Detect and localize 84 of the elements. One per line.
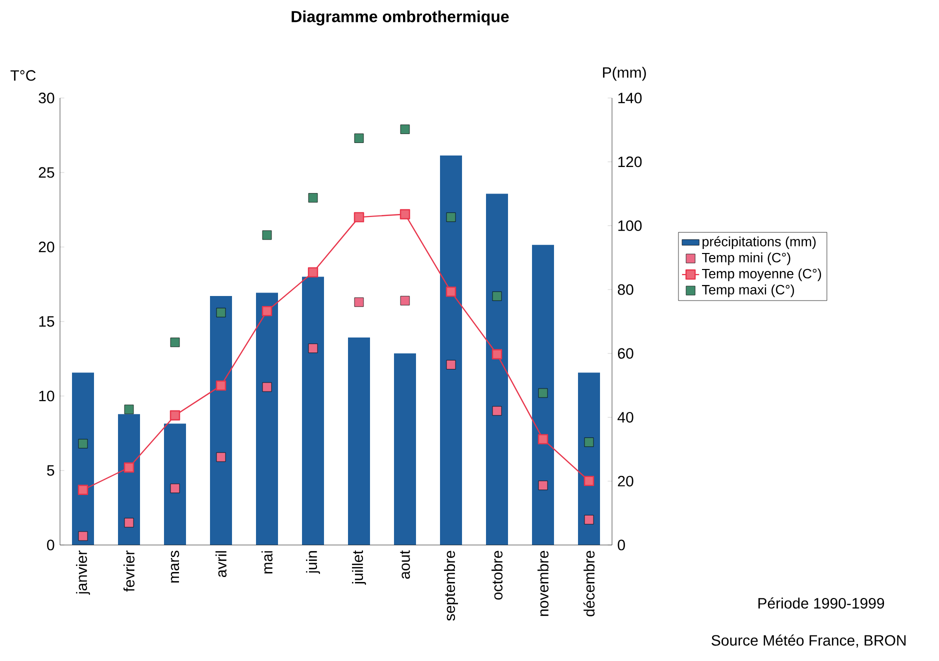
y-axis-title: T°C <box>10 70 36 81</box>
bar <box>302 276 324 545</box>
bar <box>394 353 416 545</box>
x-tick-label: avril <box>215 551 227 578</box>
x-tick-label: décembre <box>583 550 595 616</box>
point <box>584 437 594 447</box>
x-tick-label: juillet <box>352 550 366 585</box>
point <box>124 518 134 528</box>
y-tick-label: 25 <box>38 167 54 178</box>
point <box>262 306 272 316</box>
chart-title: Diagramme ombrothermique <box>292 10 509 26</box>
y2-tick-label: 60 <box>618 348 634 359</box>
x-tick-label: septembre <box>444 550 458 621</box>
y-tick-label: 15 <box>39 316 54 327</box>
point <box>170 338 180 348</box>
point <box>492 291 502 301</box>
legend-label: Temp maxi (C°) <box>702 284 794 298</box>
y-tick-label: 5 <box>47 465 54 476</box>
point <box>78 531 88 541</box>
bar <box>486 194 508 545</box>
point <box>262 230 272 240</box>
x-tick-label: mars <box>170 550 180 583</box>
y-tick-label: 20 <box>38 242 54 252</box>
x-tick-label: novembre <box>538 550 549 616</box>
y2-tick-label: 140 <box>618 92 642 104</box>
text: Période 1990-1999 <box>758 597 884 609</box>
y-tick-label: 10 <box>39 390 54 402</box>
point <box>400 209 410 220</box>
x-tick-label: janvier <box>76 550 90 595</box>
bar <box>532 244 554 545</box>
point <box>216 308 226 318</box>
legend-label: précipitations (mm) <box>702 236 816 250</box>
y2-tick-label: 40 <box>618 412 634 423</box>
x-tick-label: juin <box>306 551 320 574</box>
point <box>78 484 88 495</box>
y-tick-label: 30 <box>38 92 54 104</box>
point <box>216 380 226 391</box>
point <box>170 484 180 494</box>
bar <box>72 372 94 545</box>
point <box>446 286 456 297</box>
x-tick-label: mai <box>261 551 273 574</box>
point <box>354 134 364 143</box>
point <box>124 462 134 473</box>
y2-axis-title: P(mm) <box>603 66 646 81</box>
point <box>354 297 364 307</box>
x-tick-label: fevrier <box>123 550 135 592</box>
point <box>446 360 456 370</box>
bar <box>164 424 186 545</box>
point <box>308 344 318 354</box>
point <box>124 404 134 414</box>
legend-label: Temp moyenne (C°) <box>702 268 822 282</box>
point <box>538 480 548 490</box>
bar <box>256 292 278 545</box>
bar <box>118 414 140 545</box>
bar <box>210 296 232 545</box>
bar <box>440 155 462 545</box>
point <box>492 406 502 416</box>
point <box>400 124 410 134</box>
point <box>170 410 180 420</box>
point <box>262 382 272 392</box>
legend-label: Temp mini (C°) <box>702 252 790 266</box>
point <box>308 267 318 278</box>
point <box>492 349 502 360</box>
y2-tick-label: 120 <box>618 156 642 168</box>
y2-tick-label: 100 <box>618 220 642 232</box>
bar <box>348 337 370 545</box>
x-tick-label: octobre <box>492 550 503 600</box>
point <box>400 296 410 306</box>
point <box>538 434 548 444</box>
y2-tick-label: 20 <box>618 476 634 486</box>
point <box>446 212 456 222</box>
point <box>78 438 88 448</box>
point <box>538 388 548 398</box>
bar <box>578 372 600 545</box>
point <box>584 476 594 486</box>
point <box>584 514 594 524</box>
y2-tick-label: 80 <box>618 284 634 295</box>
y2-tick-label: 0 <box>618 540 625 550</box>
source-note: Source Météo France, BRON <box>712 634 906 648</box>
point <box>354 212 364 222</box>
x-tick-label: aout <box>400 550 410 579</box>
point <box>308 193 318 203</box>
y-tick-label: 0 <box>47 540 54 550</box>
point <box>216 452 226 462</box>
